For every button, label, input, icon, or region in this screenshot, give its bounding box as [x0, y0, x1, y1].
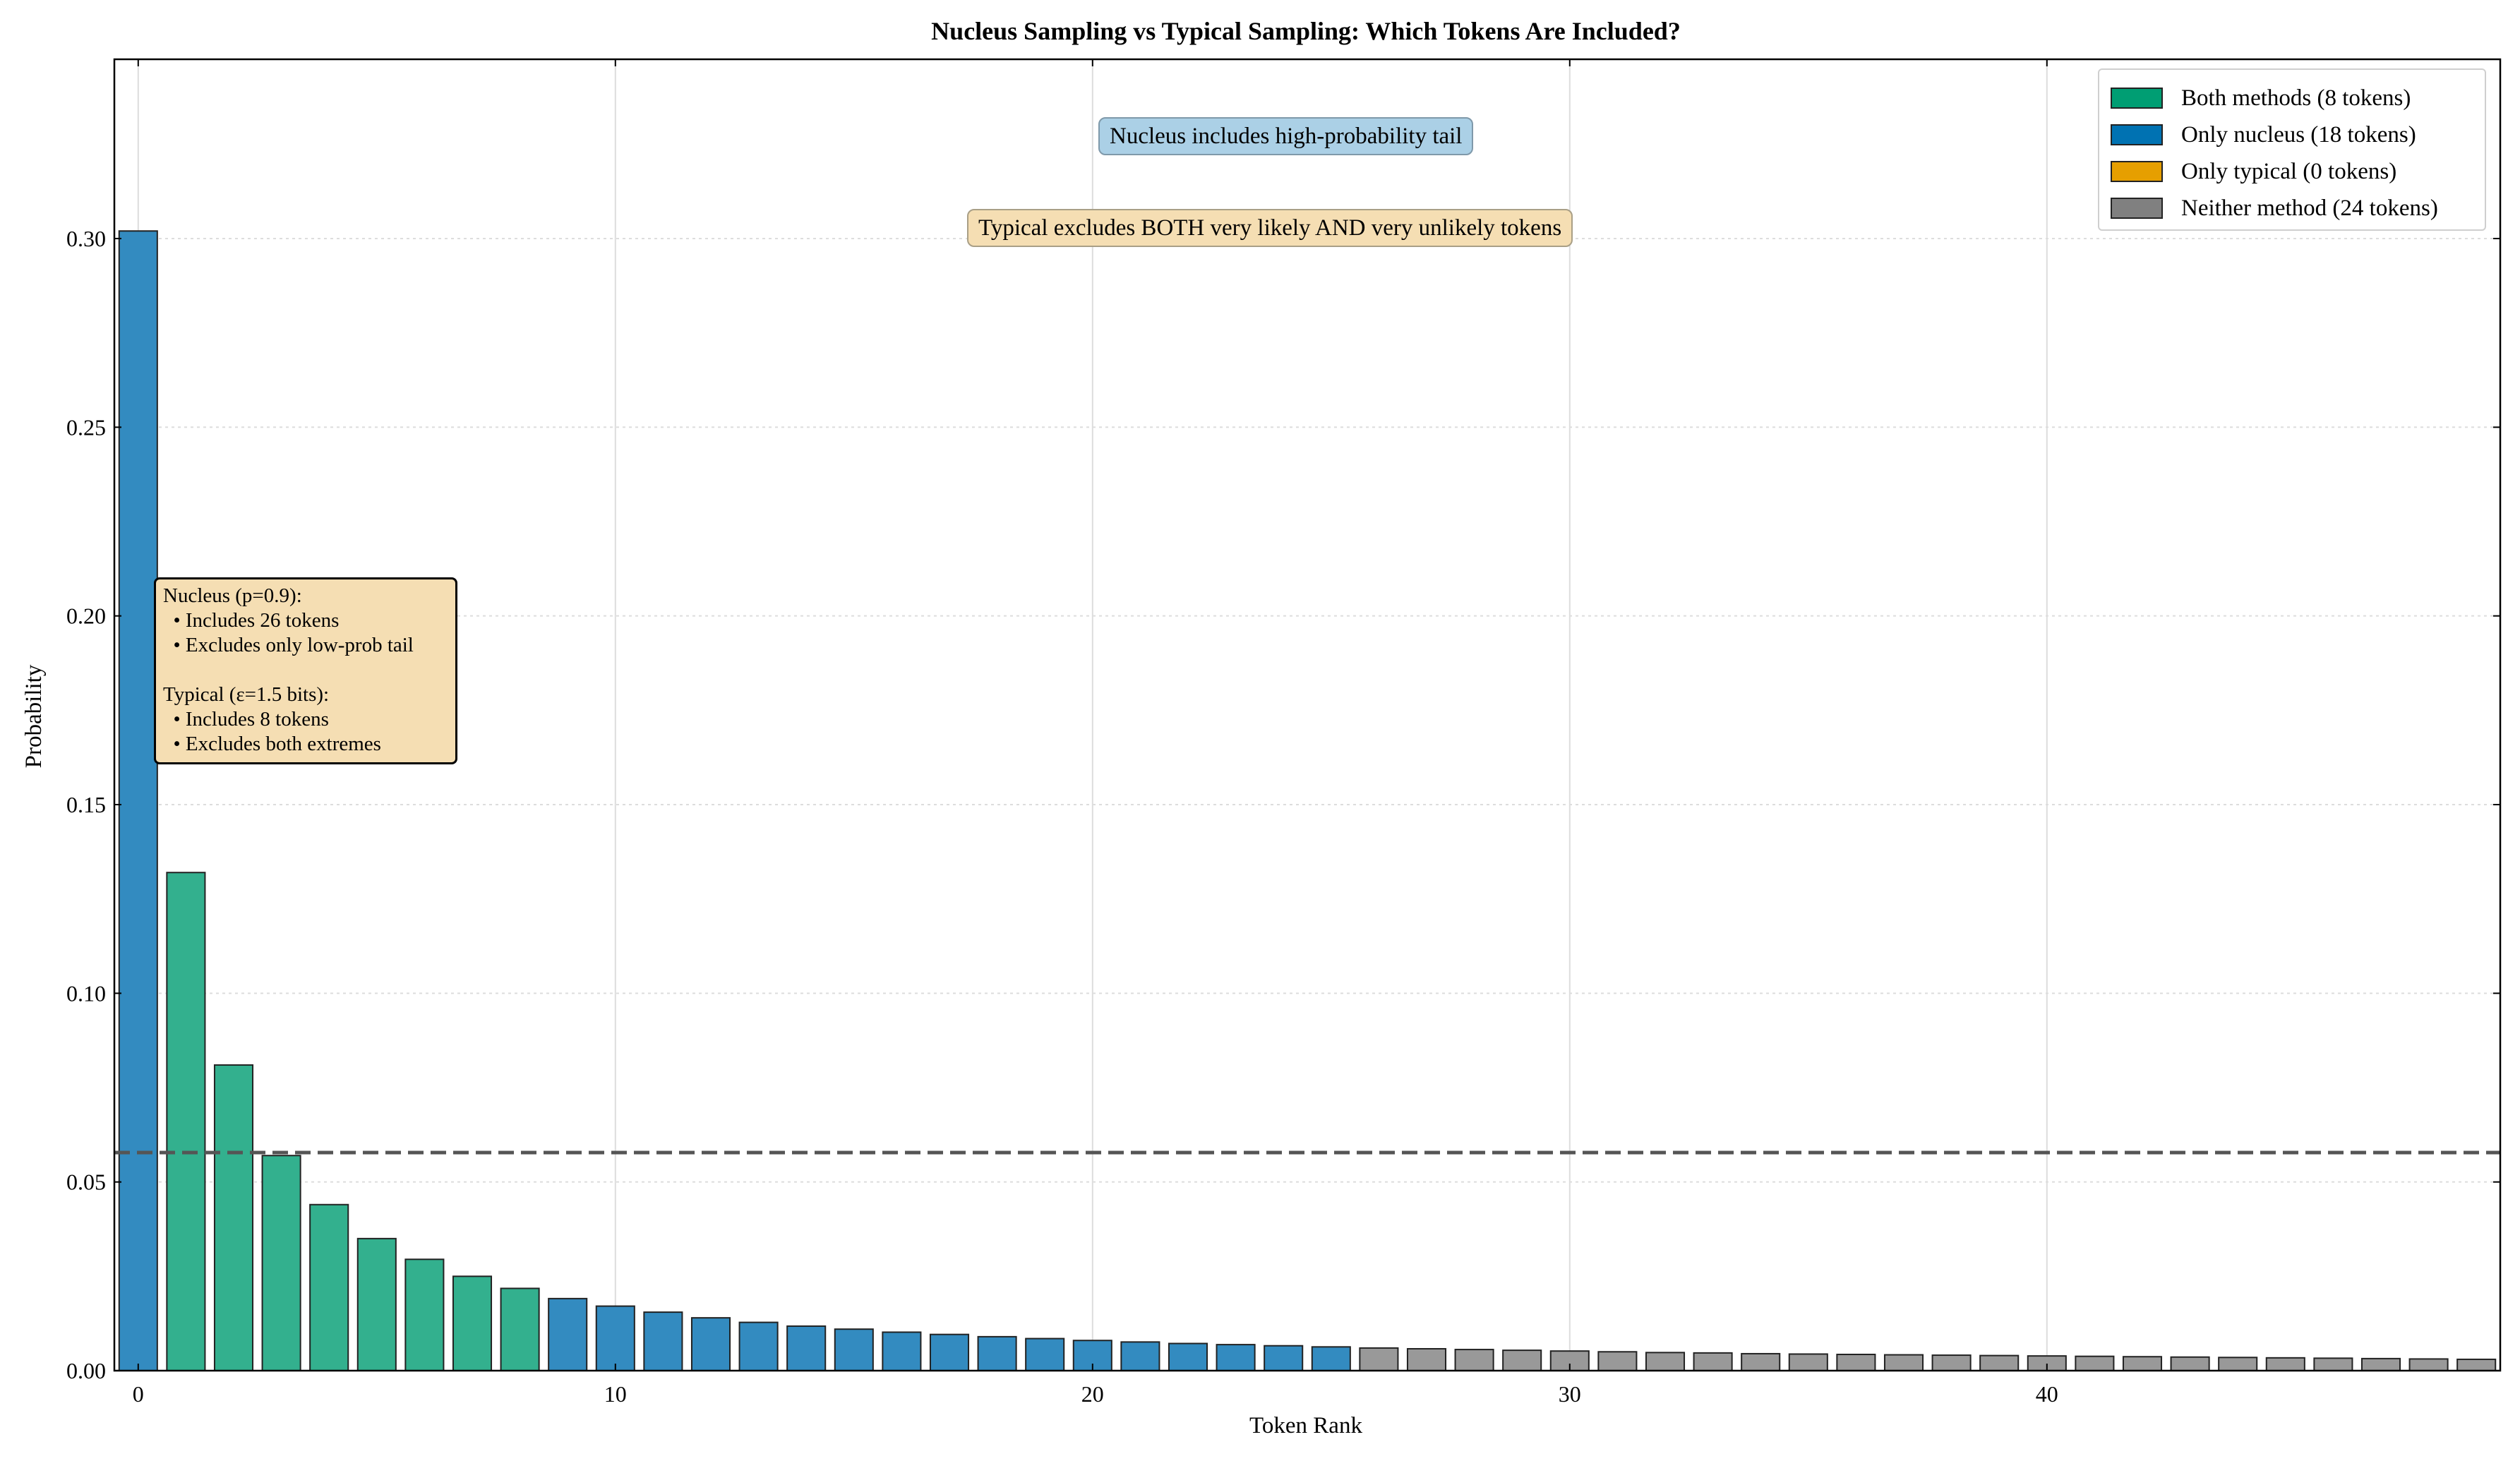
- bar-neither: [2218, 1357, 2258, 1372]
- bar-neither: [1979, 1354, 2020, 1371]
- info-line: • Includes 8 tokens: [163, 708, 329, 730]
- bar-neither: [2408, 1358, 2449, 1372]
- bar-neither: [1597, 1351, 1638, 1372]
- info-line: [163, 658, 448, 683]
- plot-frame: [113, 58, 2502, 1372]
- legend-swatch: [2111, 198, 2163, 219]
- info-box: Nucleus (p=0.9): • Includes 26 tokens • …: [154, 577, 457, 764]
- tick-group: 0 10 20 30 40 0.00 0.05 0.10 0.15 0.20 0.25 0.30: [66, 59, 2500, 1407]
- legend-swatch: [2111, 161, 2163, 182]
- bar-neither: [2360, 1357, 2401, 1372]
- x-tick-label: 0: [133, 1381, 144, 1407]
- legend-item-typical: Only typical (0 tokens): [2111, 153, 2473, 190]
- bar-neither: [1645, 1352, 1686, 1372]
- info-line: Nucleus (p=0.9):: [163, 584, 302, 607]
- bar-nucleus: [1216, 1344, 1256, 1371]
- bar-neither: [2456, 1358, 2497, 1372]
- bar-nucleus: [643, 1311, 683, 1371]
- y-tick-label: 0.00: [66, 1358, 106, 1383]
- bar-neither: [1883, 1354, 1924, 1371]
- bar-nucleus: [1168, 1342, 1208, 1371]
- x-tick-label: 20: [1081, 1381, 1104, 1407]
- y-tick-label: 0.25: [66, 414, 106, 440]
- x-tick-label: 10: [604, 1381, 627, 1407]
- bar-both: [309, 1203, 349, 1371]
- bar-both: [500, 1287, 540, 1371]
- legend-item-neither: Neither method (24 tokens): [2111, 190, 2473, 227]
- bar-neither: [1406, 1347, 1447, 1371]
- bar-nucleus: [834, 1328, 874, 1372]
- grid-lines: [114, 59, 2500, 1371]
- bar-nucleus: [1120, 1341, 1160, 1372]
- info-line: • Excludes only low-prob tail: [163, 634, 414, 656]
- legend-item-nucleus: Only nucleus (18 tokens): [2111, 116, 2473, 153]
- bar-neither: [1502, 1349, 1542, 1371]
- bar-nucleus: [118, 230, 158, 1371]
- legend-swatch: [2111, 124, 2163, 145]
- x-axis-label: Token Rank: [1249, 1413, 1362, 1438]
- legend: Both methods (8 tokens) Only nucleus (18…: [2098, 68, 2486, 231]
- bar-both: [356, 1237, 397, 1371]
- y-tick-label: 0.15: [66, 792, 106, 817]
- info-line: • Includes 26 tokens: [163, 609, 340, 632]
- typical-annotation: Typical excludes BOTH very likely AND ve…: [967, 209, 1573, 247]
- bar-both: [166, 872, 206, 1371]
- bar-neither: [1693, 1352, 1733, 1372]
- y-axis-label: Probability: [21, 664, 47, 768]
- bar-nucleus: [548, 1297, 588, 1371]
- bar-neither: [2075, 1355, 2115, 1371]
- legend-swatch: [2111, 88, 2163, 109]
- bars-group: [118, 230, 2497, 1372]
- y-tick-label: 0.30: [66, 226, 106, 251]
- bar-nucleus: [786, 1325, 827, 1371]
- bar-nucleus: [977, 1335, 1017, 1372]
- bar-nucleus: [738, 1321, 779, 1371]
- bar-both: [213, 1064, 254, 1371]
- bar-neither: [1359, 1347, 1399, 1372]
- bar-nucleus: [1264, 1345, 1304, 1372]
- bar-neither: [1931, 1354, 1972, 1371]
- bar-neither: [2122, 1356, 2163, 1371]
- bar-neither: [2265, 1357, 2305, 1372]
- bar-neither: [1741, 1352, 1781, 1372]
- nucleus-annotation: Nucleus includes high-probability tail: [1098, 117, 1474, 155]
- x-tick-label: 30: [1559, 1381, 1581, 1407]
- legend-label: Only nucleus (18 tokens): [2181, 121, 2416, 148]
- bar-both: [404, 1258, 445, 1371]
- bar-neither: [1788, 1353, 1828, 1371]
- bar-both: [452, 1275, 493, 1371]
- legend-item-both: Both methods (8 tokens): [2111, 80, 2473, 116]
- bar-nucleus: [882, 1331, 922, 1371]
- bar-nucleus: [929, 1333, 970, 1371]
- y-tick-label: 0.20: [66, 603, 106, 629]
- bar-nucleus: [1311, 1346, 1351, 1372]
- bar-neither: [2170, 1356, 2210, 1372]
- bar-neither: [1454, 1349, 1494, 1371]
- info-line: • Excludes both extremes: [163, 733, 381, 755]
- bar-nucleus: [690, 1317, 731, 1371]
- legend-label: Neither method (24 tokens): [2181, 195, 2438, 221]
- info-line: Typical (ε=1.5 bits):: [163, 683, 330, 706]
- chart-title: Nucleus Sampling vs Typical Sampling: Wh…: [931, 17, 1681, 45]
- bar-neither: [1836, 1354, 1876, 1371]
- bar-nucleus: [595, 1305, 635, 1371]
- x-tick-label: 40: [2036, 1381, 2058, 1407]
- bar-both: [261, 1155, 301, 1371]
- y-tick-label: 0.05: [66, 1170, 106, 1195]
- bar-nucleus: [1025, 1337, 1065, 1371]
- legend-label: Both methods (8 tokens): [2181, 85, 2411, 111]
- y-tick-label: 0.10: [66, 980, 106, 1006]
- legend-label: Only typical (0 tokens): [2181, 158, 2397, 184]
- bar-neither: [2313, 1357, 2353, 1372]
